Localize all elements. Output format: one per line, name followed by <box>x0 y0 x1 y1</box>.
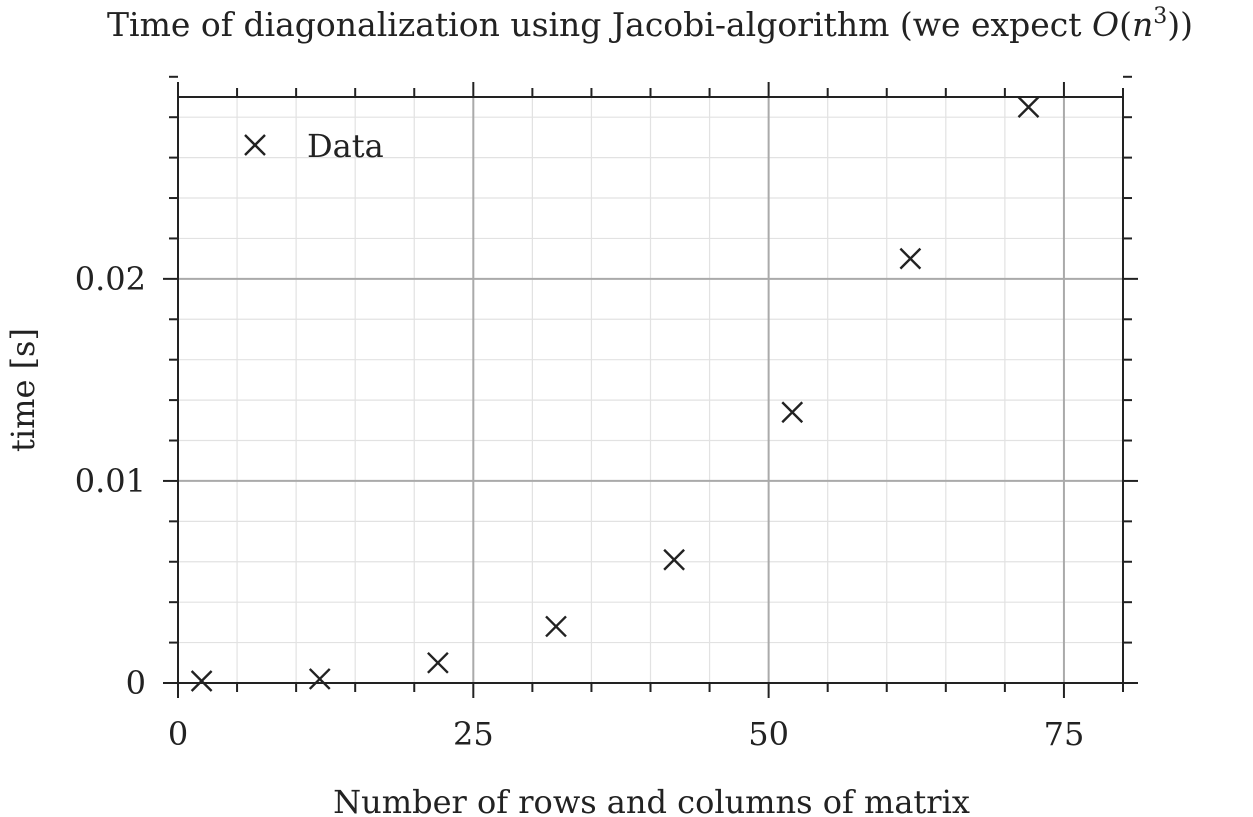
major-grid <box>178 97 1123 683</box>
data-point-stroke <box>190 670 213 692</box>
chart-title: Time of diagonalization using Jacobi-alg… <box>107 4 1193 44</box>
legend-label-data: Data <box>307 127 384 165</box>
data-point <box>1017 96 1040 118</box>
data-point-stroke <box>545 615 567 638</box>
title-math-o: O <box>1092 5 1119 44</box>
title-close: )) <box>1167 5 1193 44</box>
x-tick-label: 50 <box>748 715 789 753</box>
title-math-exp: 3 <box>1153 4 1167 29</box>
data-point-stroke <box>427 651 449 674</box>
title-math-open: ( <box>1119 5 1132 44</box>
data-point <box>899 247 922 270</box>
y-tick-label: 0.02 <box>75 260 146 298</box>
axis-ticks <box>163 75 1138 698</box>
data-point <box>663 548 685 571</box>
y-tick-label: 0.01 <box>75 462 146 500</box>
data-point-stroke <box>308 668 331 690</box>
y-axis-label: time [s] <box>4 328 42 452</box>
data-point <box>427 651 449 674</box>
x-axis-label: Number of rows and columns of matrix <box>333 783 970 817</box>
data-point-stroke <box>781 401 804 424</box>
x-tick-label: 75 <box>1044 715 1085 753</box>
x-tick-label: 0 <box>168 715 188 753</box>
data-point <box>308 668 331 690</box>
data-markers <box>190 96 1040 692</box>
legend-marker-stroke <box>244 134 266 156</box>
minor-grid <box>178 97 1123 683</box>
data-point <box>781 401 804 424</box>
data-point-stroke <box>1017 96 1040 118</box>
title-main: Time of diagonalization using Jacobi-alg… <box>107 5 1092 44</box>
plot-frame <box>177 96 1124 684</box>
data-point-stroke <box>663 548 685 571</box>
data-point <box>545 615 567 638</box>
y-tick-label: 0 <box>126 664 146 702</box>
legend-marker-x <box>244 134 266 156</box>
legend: Data <box>244 127 384 165</box>
title-math-n: n <box>1132 5 1153 44</box>
axis-tick-labels: 0 25 50 75 0 0.01 0.02 <box>75 260 1085 753</box>
x-tick-label: 25 <box>453 715 494 753</box>
data-point <box>190 670 213 692</box>
data-point-stroke <box>899 247 922 270</box>
